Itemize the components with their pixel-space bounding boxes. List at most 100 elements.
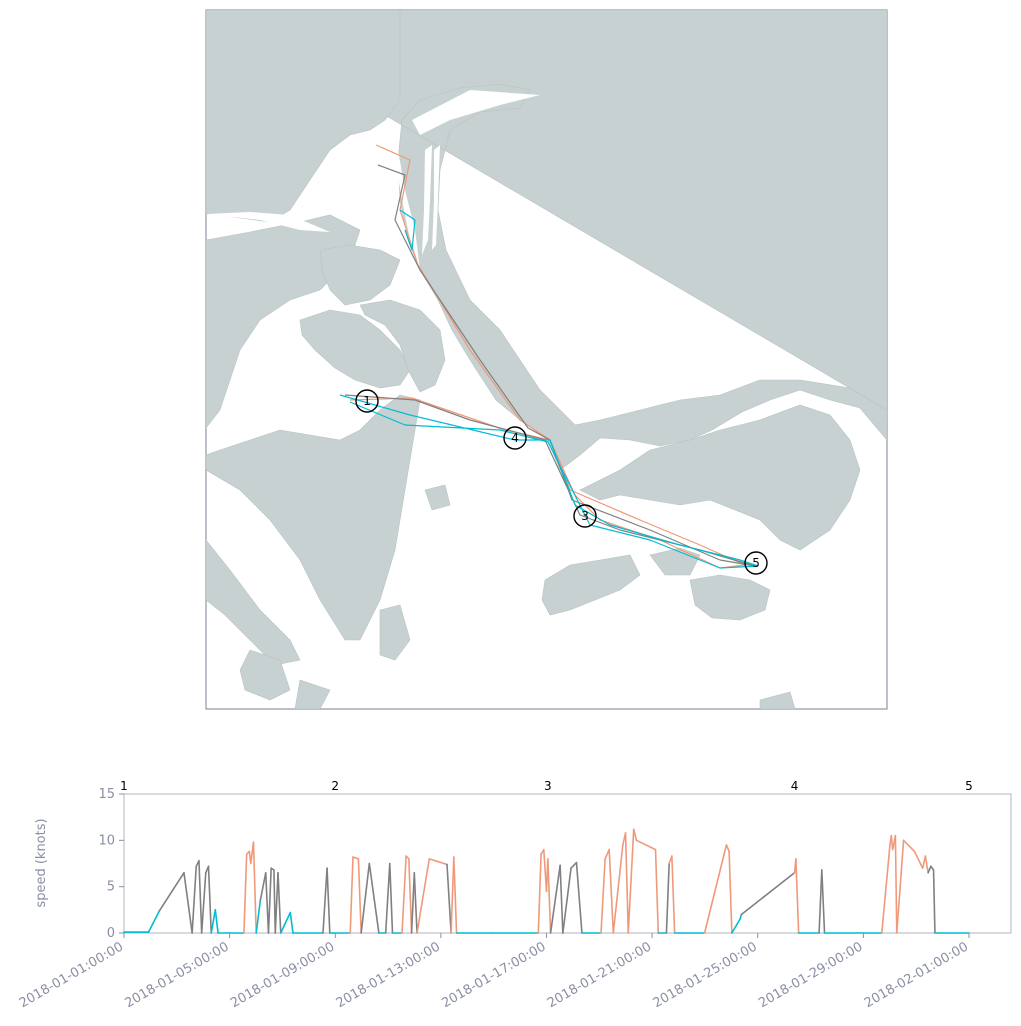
stop-marker: 5 bbox=[744, 551, 768, 575]
x-tick-label: 2018-01-21:00:00 bbox=[545, 939, 654, 1011]
speed-segment bbox=[267, 867, 272, 934]
route-map: 1 4 3 5 bbox=[205, 9, 888, 710]
speed-segment bbox=[360, 862, 371, 934]
stop-marker-label: 1 bbox=[120, 779, 128, 793]
speed-segment bbox=[207, 865, 213, 934]
x-tick-label: 2018-01-29:00:00 bbox=[756, 939, 865, 1011]
stop-marker-label: 4 bbox=[791, 779, 799, 793]
speed-segment bbox=[214, 909, 219, 934]
x-tick-label: 2018-01-09:00:00 bbox=[228, 939, 337, 1011]
y-axis: 0 5 10 15 bbox=[98, 787, 124, 941]
speed-segment bbox=[453, 856, 458, 934]
speed-segment bbox=[608, 848, 615, 934]
speed-segment bbox=[635, 839, 657, 851]
stop-marker-label: 5 bbox=[965, 779, 973, 793]
speed-segment bbox=[384, 862, 391, 934]
speed-segment bbox=[277, 871, 282, 934]
vessel-tracks bbox=[339, 144, 759, 569]
speed-segment bbox=[289, 911, 294, 934]
speed-segment bbox=[821, 869, 826, 934]
speed-segment bbox=[450, 856, 455, 934]
speed-segment bbox=[600, 858, 606, 934]
speed-segment bbox=[894, 834, 898, 934]
speed-segment bbox=[183, 871, 193, 934]
speed-segment bbox=[624, 832, 630, 934]
stop-marker: 3 bbox=[573, 504, 597, 528]
speed-segment bbox=[191, 865, 198, 934]
speed-segment bbox=[147, 909, 161, 933]
speed-segment bbox=[408, 858, 413, 934]
speed-segment bbox=[731, 918, 741, 934]
stop-label: 1 bbox=[363, 394, 371, 408]
speed-segment bbox=[357, 858, 362, 934]
stop-marker: 4 bbox=[503, 426, 527, 450]
speed-segment bbox=[725, 844, 730, 853]
land-masses bbox=[206, 10, 887, 709]
water-channels bbox=[206, 90, 540, 270]
speed-segment bbox=[924, 855, 929, 874]
speed-segment bbox=[537, 853, 542, 934]
speed-segment bbox=[728, 850, 733, 934]
speed-segment bbox=[549, 864, 561, 934]
speed-segment bbox=[413, 871, 418, 934]
x-tick-label: 2018-01-05:00:00 bbox=[122, 939, 231, 1011]
x-axis: 2018-01-01:00:002018-01-05:00:002018-01-… bbox=[17, 933, 971, 1011]
speed-segment bbox=[410, 871, 416, 934]
speed-segment bbox=[913, 850, 924, 869]
speed-segment bbox=[416, 858, 431, 934]
speed-segment bbox=[547, 858, 552, 934]
speed-segment bbox=[739, 913, 743, 920]
speed-series bbox=[123, 828, 970, 934]
speed-segment bbox=[274, 871, 279, 934]
x-tick-label: 2018-01-01:00:00 bbox=[17, 939, 126, 1011]
y-tick-label: 0 bbox=[107, 926, 115, 941]
stop-marker-label: 2 bbox=[331, 779, 339, 793]
speed-segment bbox=[627, 828, 635, 934]
speed-segment bbox=[158, 871, 185, 912]
track-mid-speed bbox=[344, 164, 756, 567]
speed-segment bbox=[326, 867, 331, 934]
stop-marker: 1 bbox=[355, 389, 379, 413]
speed-segment bbox=[927, 865, 932, 874]
speed-segment bbox=[198, 859, 203, 934]
plot-frame bbox=[123, 793, 1012, 934]
y-axis-label: speed (knots) bbox=[34, 818, 49, 907]
speed-segment bbox=[264, 871, 270, 934]
track-branch bbox=[399, 209, 416, 251]
speed-segment bbox=[795, 858, 800, 934]
speed-segment bbox=[880, 844, 891, 934]
x-tick-label: 2018-01-17:00:00 bbox=[439, 939, 548, 1011]
speed-segment bbox=[818, 869, 823, 934]
speed-segment bbox=[575, 861, 583, 934]
stop-markers: 1 4 3 5 bbox=[355, 389, 768, 575]
y-tick-label: 10 bbox=[98, 833, 115, 848]
speed-segment bbox=[665, 862, 670, 934]
speed-segment bbox=[932, 869, 936, 934]
speed-segment bbox=[671, 855, 676, 934]
stop-marker-label: 3 bbox=[544, 779, 552, 793]
speed-segment bbox=[200, 871, 207, 934]
speed-segment bbox=[570, 861, 578, 869]
speed-segment bbox=[446, 863, 452, 934]
speed-segment bbox=[322, 867, 328, 934]
speed-segment bbox=[279, 911, 292, 934]
speed-segment bbox=[740, 871, 796, 916]
y-tick-label: 5 bbox=[107, 880, 115, 895]
y-tick-label: 15 bbox=[98, 787, 115, 802]
speed-segment bbox=[559, 864, 564, 934]
speed-segment bbox=[562, 867, 572, 934]
speed-segment bbox=[252, 841, 258, 934]
speed-segment bbox=[401, 855, 407, 934]
speed-segment bbox=[632, 828, 638, 842]
stop-label: 5 bbox=[752, 556, 760, 570]
speed-segment bbox=[259, 871, 267, 902]
x-tick-label: 2018-02-01:00:00 bbox=[862, 939, 971, 1011]
speed-segment bbox=[352, 856, 360, 860]
speed-segment bbox=[388, 862, 394, 934]
speed-segment bbox=[243, 853, 248, 934]
track-low-speed bbox=[339, 394, 759, 569]
speed-segment bbox=[612, 844, 624, 934]
stop-label: 3 bbox=[581, 509, 589, 523]
stop-label: 4 bbox=[511, 431, 519, 445]
